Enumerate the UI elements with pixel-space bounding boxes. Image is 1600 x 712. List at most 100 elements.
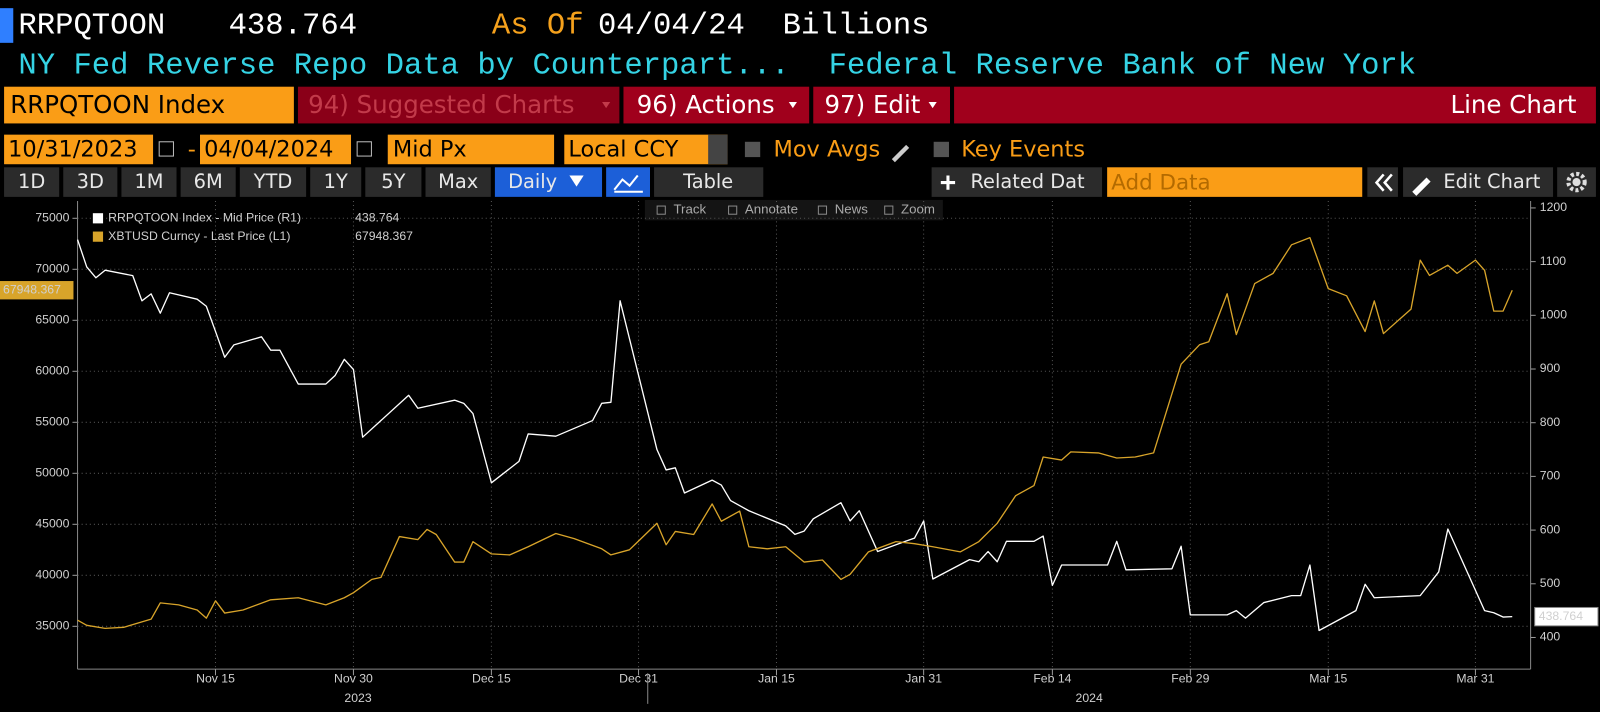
add-data-box[interactable] [1107,167,1363,197]
period-button[interactable] [310,167,362,197]
key-events[interactable]: Key Events [961,136,1085,162]
pencil-icon [1412,177,1431,196]
start-date-box[interactable] [4,134,154,165]
year-label: 2024 [1076,691,1103,705]
period-button[interactable] [180,167,236,197]
period-button[interactable] [239,167,307,197]
edit-label[interactable]: 97) Edit [824,90,920,119]
security-box[interactable] [4,86,294,124]
period-label[interactable]: Max [438,170,478,193]
y-tick-label: 40000 [35,568,69,582]
y2-tick-label: 1200 [1540,200,1567,214]
y-tick-label: 35000 [35,619,69,633]
dropdown-icon [928,102,937,109]
y-tick-label: 45000 [35,517,69,531]
period-label[interactable]: 3D [77,170,104,193]
source: Federal Reserve Bank of New York [829,49,1417,83]
period-button[interactable] [63,167,118,197]
x-tick-label: Nov 30 [334,672,373,686]
period-button[interactable] [425,167,491,197]
legend-label: RRPQTOON Index - Mid Price (R1) [108,211,301,225]
y-tick-label: 50000 [35,466,69,480]
period-label[interactable]: YTD [253,170,293,193]
series-line [76,239,1513,632]
x-tick-label: Feb 14 [1033,672,1071,686]
checkbox[interactable] [744,141,761,158]
y2-tick-label: 700 [1540,469,1561,483]
period-label[interactable]: 1Y [324,170,348,193]
table[interactable]: Table [682,170,733,193]
calendar-icon[interactable] [356,141,372,157]
chart-tool-list: Track Annotate News Zoom [656,202,935,217]
y2-tick-label: 600 [1540,522,1561,536]
y2-tick-label: 800 [1540,415,1561,429]
x-tick-label: Mar 31 [1456,672,1494,686]
period-button[interactable] [121,167,177,197]
last-value-tag [0,281,74,300]
x-tick-label: Jan 31 [905,672,942,686]
chart-tool[interactable]: Annotate [745,202,798,217]
gear-icon [1566,171,1587,193]
frequency-button[interactable] [494,167,603,197]
actions-button[interactable] [623,86,810,124]
mov-avgs[interactable]: Mov Avgs [773,136,880,162]
edit-button[interactable] [813,86,950,124]
related-button[interactable] [931,167,1103,197]
period-label[interactable]: 1D [18,170,45,193]
tool-icon [728,205,738,215]
y-tick-label: 65000 [35,313,69,327]
tool-icon [817,205,828,215]
period-label[interactable]: 5Y [381,170,405,193]
dropdown-icon [788,102,797,109]
x-tick-label: Dec 15 [472,672,511,686]
x-tick-label: Jan 15 [758,672,795,686]
as-of-date: 04/04/24 [598,10,745,44]
plus-icon [940,175,956,190]
end-date[interactable]: 04/04/2024 [204,136,333,162]
chart-kind-bar [954,86,1596,124]
suggested-label[interactable]: 94) Suggested Charts [308,90,574,119]
collapse-button[interactable] [1367,167,1398,197]
dropdown-icon[interactable] [708,134,728,165]
period-button[interactable] [4,167,60,197]
calendar-icon[interactable] [158,141,174,157]
year-label: 2023 [344,691,371,705]
table-button[interactable] [654,167,764,197]
end-date-box[interactable] [200,134,352,165]
y2-tick-label: 1000 [1540,308,1567,322]
price-field-box[interactable] [387,134,555,165]
chart-kind: Line Chart [1450,90,1576,119]
as-of-label: As Of [492,10,584,44]
security[interactable]: RRPQTOON Index [10,90,225,119]
pencil-icon [891,144,910,163]
actions-label[interactable]: 96) Actions [637,90,775,119]
suggested-button[interactable] [297,86,620,124]
legend-value: 67948.367 [355,229,413,243]
y-tick-label: 70000 [35,262,69,276]
y-tick-label: 55000 [35,415,69,429]
x-tick-label: Mar 15 [1309,672,1347,686]
chart-tool[interactable]: Zoom [901,202,935,217]
period-buttons: 1D 3D 1M 6M YTD 1Y 5Y Max [4,167,491,197]
last-value-label: 67948.367 [3,282,61,296]
period-label[interactable]: 1M [134,170,163,193]
period-button[interactable] [365,167,422,197]
currency-box[interactable] [564,134,728,165]
legend-label: XBTUSD Curncy - Last Price (L1) [108,229,290,243]
related[interactable]: Related Dat [970,170,1085,193]
currency[interactable]: Local CCY [568,136,678,162]
ticker: RRPQTOON [18,10,165,44]
add-data[interactable]: Add Data [1111,171,1210,196]
checkbox[interactable] [933,141,949,158]
price-field[interactable]: Mid Px [393,136,467,162]
legend-value: 438.764 [355,211,399,225]
frequency[interactable]: Daily [508,170,557,193]
chart-tool[interactable]: Track [673,202,706,217]
y2-tick-label: 900 [1540,361,1561,375]
start-date[interactable]: 10/31/2023 [8,136,137,162]
period-label[interactable]: 6M [194,170,223,193]
cursor-block [0,8,14,43]
edit-chart[interactable]: Edit Chart [1443,170,1540,193]
chart-tool[interactable]: News [835,202,869,217]
